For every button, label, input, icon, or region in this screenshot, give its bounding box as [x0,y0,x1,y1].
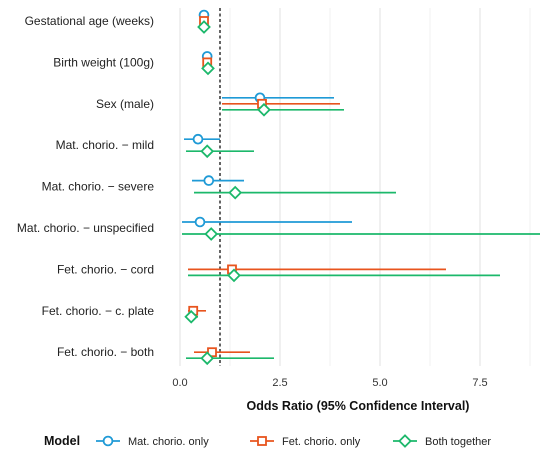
legend-item: Mat. chorio. only [96,435,209,448]
legend-title: Model [44,434,80,448]
category-label: Fet. chorio. − c. plate [42,304,155,318]
diamond-marker [257,102,271,117]
x-tick-label: 7.5 [472,377,487,389]
series-circle [182,9,352,228]
category-label: Mat. chorio. − unspecified [17,221,154,235]
x-tick-label: 5.0 [372,377,387,389]
diamond-marker [197,20,211,34]
series-diamond [182,20,540,366]
diamond-marker [200,144,215,159]
legend-label: Both together [425,436,491,448]
series-square [188,16,446,358]
category-label: Gestational age (weeks) [25,14,154,28]
category-labels: Gestational age (weeks) Birth weight (100… [17,14,154,359]
diamond-marker [228,185,243,200]
legend-square-marker [257,436,267,446]
category-label: Birth weight (100g) [53,55,154,69]
legend-label: Fet. chorio. only [282,436,361,448]
x-tick-label: 2.5 [272,377,287,389]
category-label: Fet. chorio. − cord [57,262,154,276]
diamond-marker [201,61,215,76]
legend-circle-marker [102,435,114,447]
legend-diamond-marker [398,434,412,448]
x-tick-labels: 0.0 2.5 5.0 7.5 [172,377,487,389]
grid-lines [179,8,531,366]
legend-label: Mat. chorio. only [128,436,209,448]
legend-item: Fet. chorio. only [250,436,361,448]
diamond-marker [184,309,199,324]
circle-marker [194,216,206,228]
category-label: Fet. chorio. − both [57,345,154,359]
x-axis-title: Odds Ratio (95% Confidence Interval) [247,399,470,413]
category-label: Sex (male) [96,97,154,111]
legend-item: Both together [393,434,491,448]
x-tick-label: 0.0 [172,377,187,389]
category-label: Mat. chorio. − mild [56,138,154,152]
legend: Model Mat. chorio. only Fet. chorio. only… [44,434,491,448]
diamond-marker [204,227,219,241]
series-marks [182,9,540,366]
category-label: Mat. chorio. − severe [42,180,155,194]
circle-marker [192,133,204,145]
circle-marker [203,175,215,186]
diamond-marker [227,268,241,283]
diamond-marker [200,351,215,366]
